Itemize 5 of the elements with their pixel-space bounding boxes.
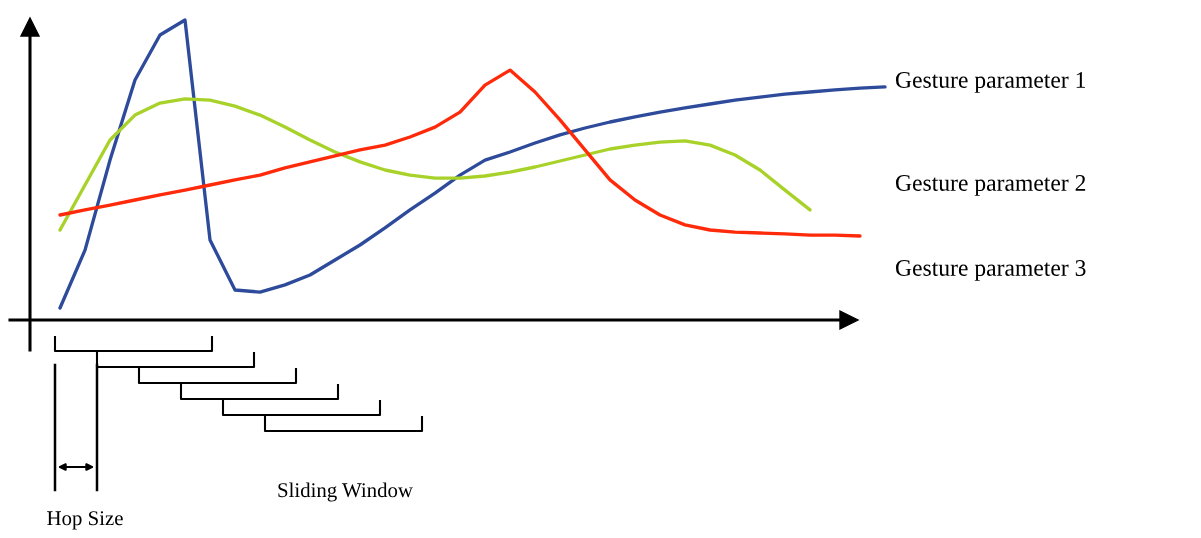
text: Sliding Window <box>278 482 413 502</box>
text: Hop Size <box>47 511 123 530</box>
text: Gesture parameter 2 <box>895 175 1086 196</box>
series-label: Gesture parameter 1 <box>895 72 1085 93</box>
series-label: Gesture parameter 3 <box>895 260 1086 281</box>
